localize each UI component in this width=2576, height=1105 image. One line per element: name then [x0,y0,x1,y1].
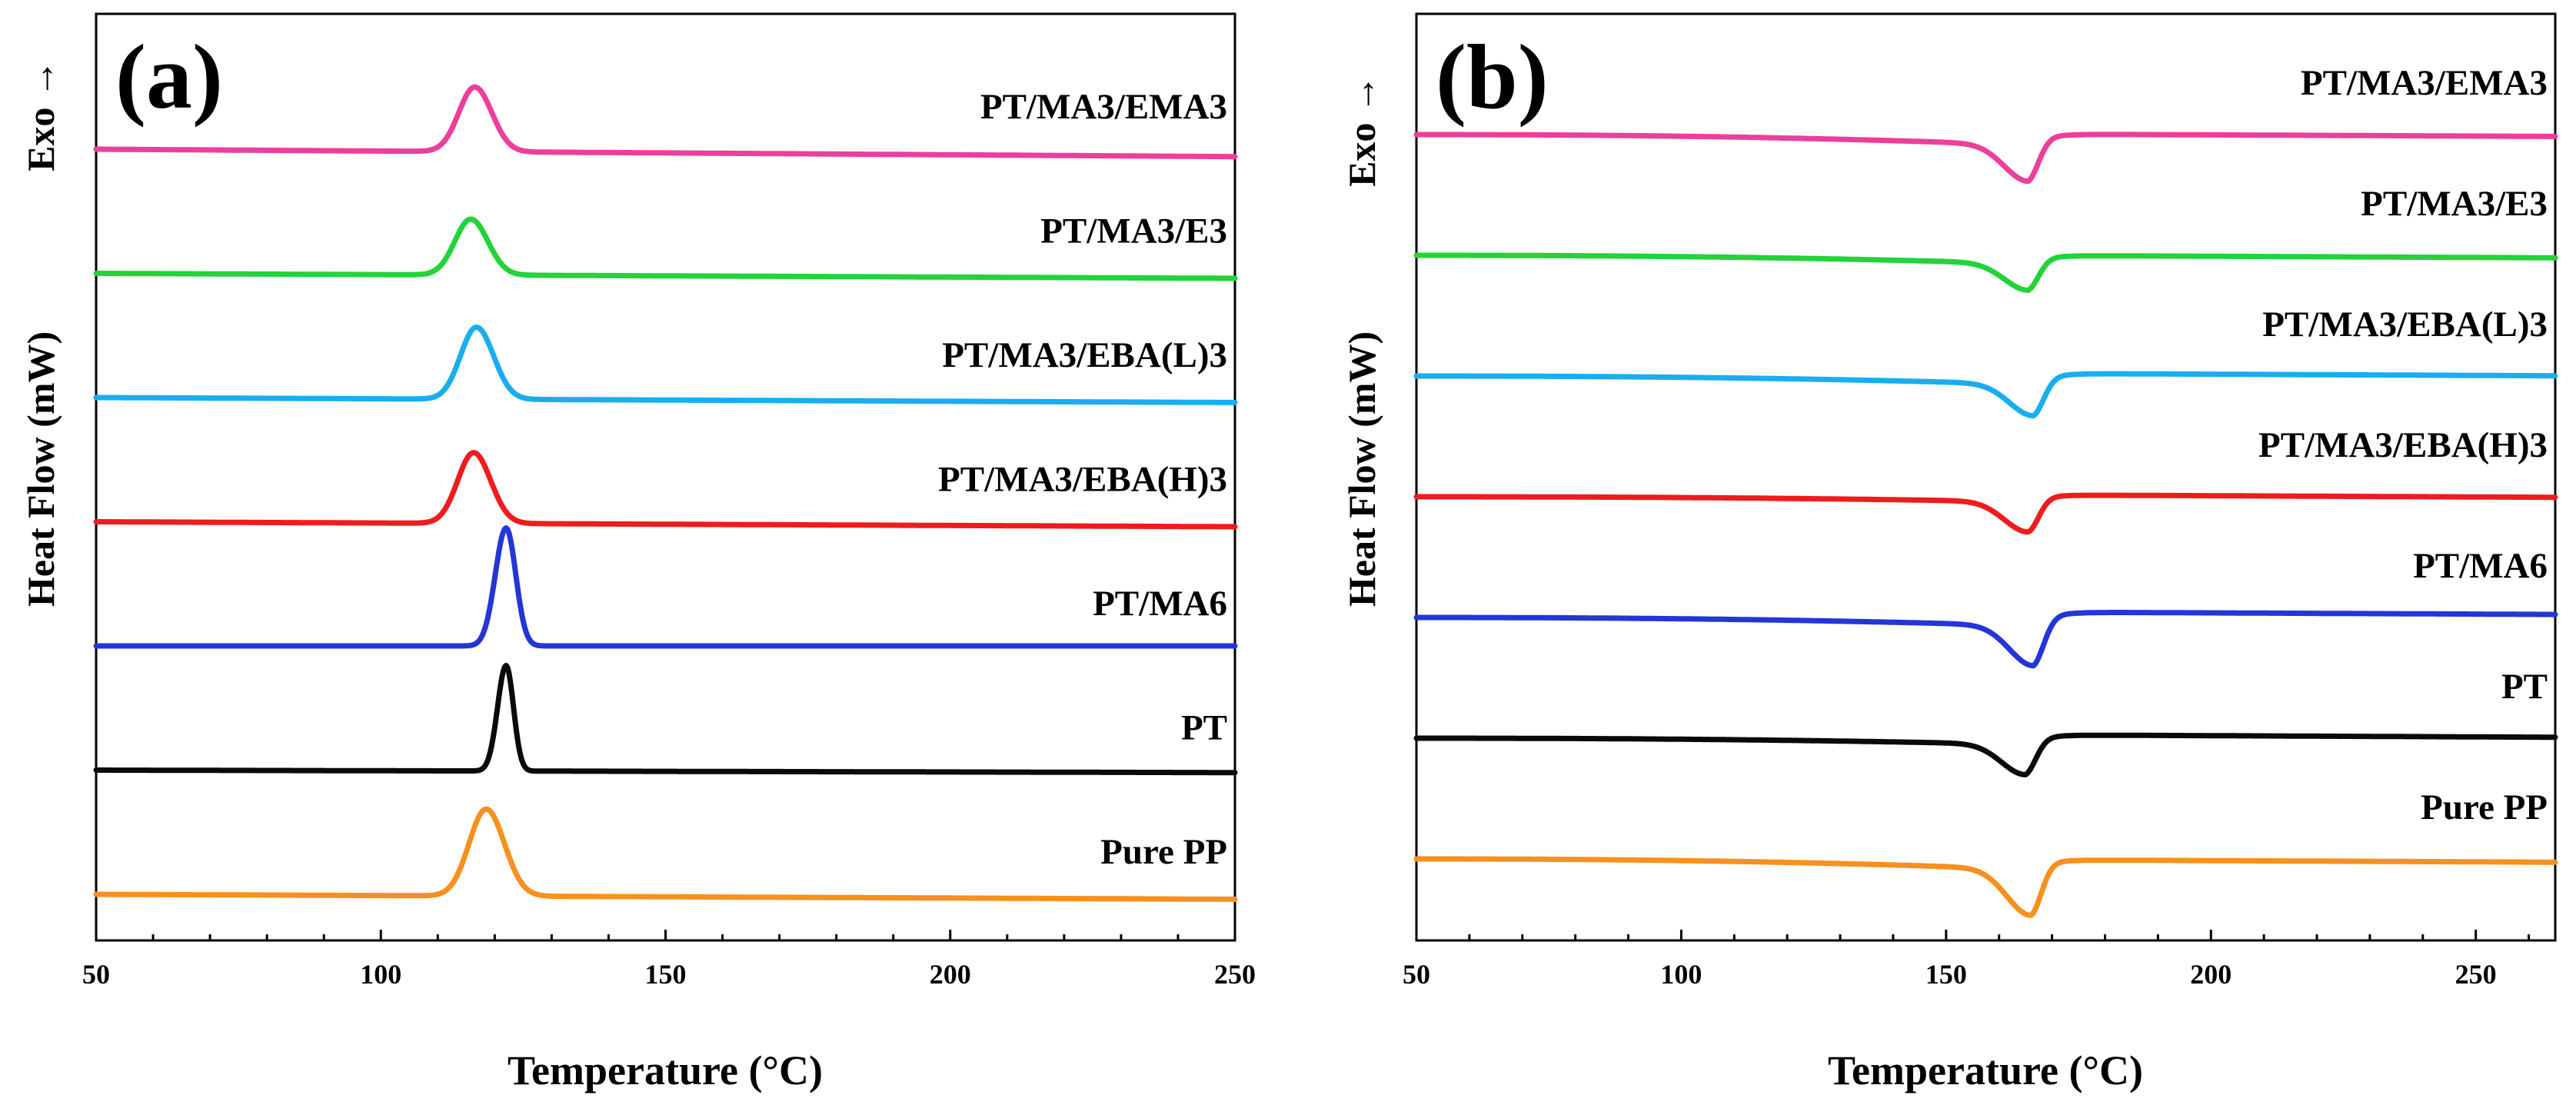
panel-a-exo-indicator: Exo → [19,59,62,171]
panel-a-y-axis-title: Heat Flow (mW) [19,331,62,607]
panel-a-cooling-chart: (a) 50 100 150 200 250 PT/MA3/EMA3PT/MA3/E3P… [19,12,1256,1093]
panel-b-y-axis-title: Heat Flow (mW) [1340,331,1383,607]
panel-b-x-axis-title: Temperature (°C) [1828,1047,2143,1093]
panel-b-series-labels: PT/MA3/EMA3 PT/MA3/E3 PT/MA3/EBA(L)3 PT/MA3… [2258,63,2548,827]
x-tick-label: 150 [645,959,687,990]
panel-b-exo-indicator: Exo → [1340,75,1383,187]
x-tick-label: 250 [1214,959,1256,990]
series-line [93,525,1238,649]
series-label: PT/MA6 [1093,584,1227,624]
series-label: PT/MA3/EBA(H)3 [938,460,1227,500]
series-label: PT/MA3/EBA(L)3 [942,335,1227,375]
x-tick-label: 200 [930,959,971,990]
series-line [93,450,1238,530]
panel-a-x-axis: 50 100 150 200 250 [82,930,1256,990]
panel-b-label: (b) [1436,25,1549,128]
x-tick-label: 150 [1925,959,1967,990]
panel-b-series-group [1413,131,2558,918]
series-label: PT/MA3/EMA3 [980,87,1227,127]
series-label: Pure PP [2421,787,2548,827]
panel-a-x-axis-title: Temperature (°C) [508,1047,823,1093]
series-label: PT/MA3/E3 [1040,211,1227,251]
series-line [93,84,1238,160]
panel-b-plot-frame [1415,12,2557,942]
x-tick-label: 250 [2455,959,2497,990]
series-label: PT [2501,667,2548,707]
series-line [1413,732,2558,777]
series-label: PT/MA3/E3 [2361,184,2548,224]
panel-a-series-labels: PT/MA3/EMA3 PT/MA3/E3 PT/MA3/EBA(L)3 PT/MA3… [938,87,1227,872]
series-label: PT/MA3/EBA(L)3 [2262,305,2548,344]
series-line [1413,252,2558,293]
series-line [1413,856,2558,918]
series-line [1413,131,2558,185]
x-tick-label: 100 [360,959,401,990]
series-label: PT [1181,708,1227,748]
x-tick-label: 200 [2190,959,2232,990]
panel-b-heating-chart: (b) 50 100 150 200 250 PT/MA3/EMA3PT/MA3/E3P… [1340,12,2558,1093]
series-label: PT/MA3/EBA(H)3 [2258,425,2548,465]
series-label: Pure PP [1100,832,1227,872]
x-tick-label: 50 [1403,959,1430,990]
x-tick-label: 50 [82,959,110,990]
series-line [93,325,1238,405]
series-line [93,806,1238,902]
series-label: PT/MA3/EMA3 [2301,63,2548,103]
series-label: PT/MA6 [2413,546,2548,586]
series-line [1413,492,2558,535]
series-line [93,662,1238,776]
panel-b-x-axis: 50 100 150 200 250 [1403,930,2531,990]
panel-a-label: (a) [115,25,223,128]
panel-a-series-group [93,84,1238,902]
series-line [1413,371,2558,419]
series-line [93,216,1238,281]
series-line [1413,610,2558,669]
x-tick-label: 100 [1660,959,1702,990]
